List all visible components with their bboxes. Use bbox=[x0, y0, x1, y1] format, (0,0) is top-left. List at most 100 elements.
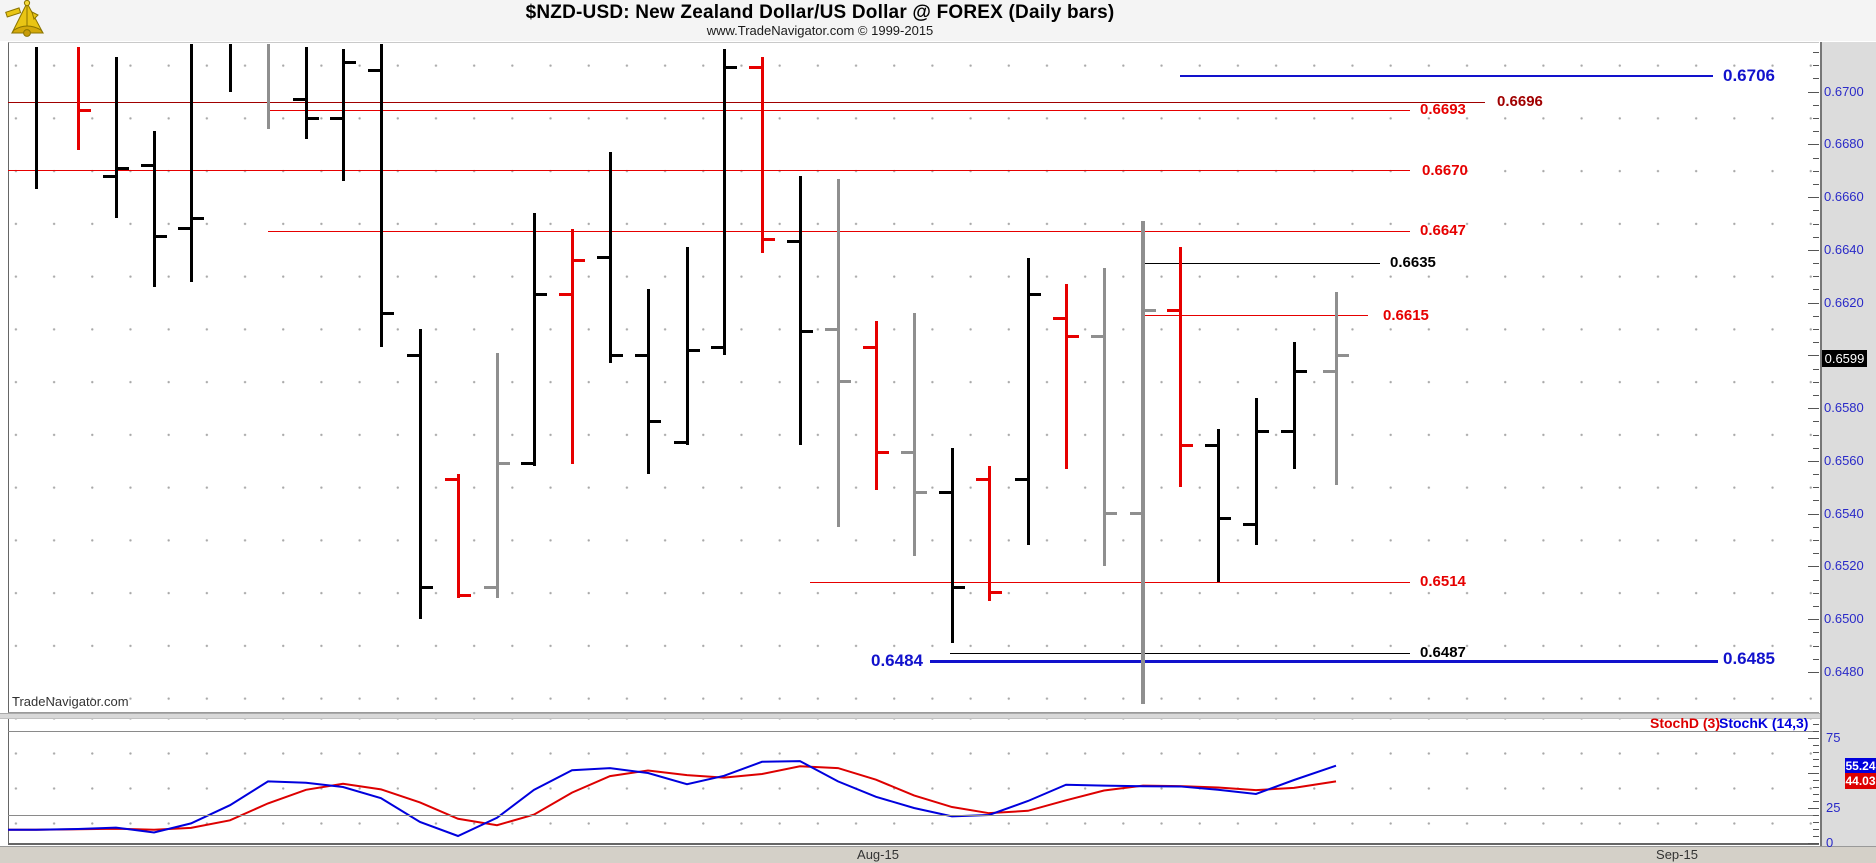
price-bar-close-tick[interactable] bbox=[1143, 309, 1156, 313]
price-bar-close-tick[interactable] bbox=[648, 419, 661, 423]
price-bar-open-tick[interactable] bbox=[141, 164, 154, 167]
price-level-label[interactable]: 0.6484 bbox=[871, 651, 923, 671]
price-bar-close-tick[interactable] bbox=[534, 293, 547, 297]
price-bar-close-tick[interactable] bbox=[1028, 293, 1041, 297]
price-level-line[interactable] bbox=[1143, 262, 1380, 264]
price-level-label[interactable]: 0.6670 bbox=[1422, 161, 1468, 179]
price-level-line[interactable] bbox=[8, 170, 1410, 172]
stochastic-plot[interactable] bbox=[8, 719, 1819, 843]
price-level-label[interactable]: 0.6647 bbox=[1420, 222, 1466, 240]
price-bar[interactable] bbox=[646, 289, 650, 475]
price-bar[interactable] bbox=[912, 313, 916, 556]
price-level-label[interactable]: 0.6485 bbox=[1723, 648, 1775, 668]
price-bar-open-tick[interactable] bbox=[293, 98, 306, 102]
price-bar-open-tick[interactable] bbox=[939, 491, 952, 495]
price-bar[interactable] bbox=[532, 212, 536, 467]
price-bar-open-tick[interactable] bbox=[749, 66, 762, 70]
price-level-label[interactable]: 0.6693 bbox=[1420, 101, 1466, 119]
price-bar-close-tick[interactable] bbox=[687, 348, 700, 352]
price-bar[interactable] bbox=[874, 321, 878, 490]
price-bar-close-tick[interactable] bbox=[1294, 369, 1307, 373]
price-level-line[interactable] bbox=[950, 652, 1410, 654]
price-level-line[interactable] bbox=[810, 581, 1410, 583]
price-bar[interactable] bbox=[1292, 342, 1296, 469]
price-bar-close-tick[interactable] bbox=[1104, 512, 1117, 516]
price-bar-close-tick[interactable] bbox=[420, 586, 433, 589]
price-bar-open-tick[interactable] bbox=[674, 440, 687, 444]
price-bar-open-tick[interactable] bbox=[711, 345, 724, 349]
price-bar-close-tick[interactable] bbox=[838, 380, 851, 384]
price-bar-close-tick[interactable] bbox=[762, 237, 775, 241]
price-bar[interactable] bbox=[1102, 268, 1106, 567]
price-bar-close-tick[interactable] bbox=[1256, 430, 1269, 434]
price-bar[interactable] bbox=[1334, 292, 1338, 485]
price-bar-close-tick[interactable] bbox=[497, 462, 510, 466]
price-level-line[interactable] bbox=[1180, 74, 1713, 77]
price-bar-open-tick[interactable] bbox=[559, 293, 572, 297]
price-bar-close-tick[interactable] bbox=[989, 591, 1002, 595]
price-level-label[interactable]: 0.6696 bbox=[1497, 93, 1543, 111]
price-bar-close-tick[interactable] bbox=[1180, 443, 1193, 447]
price-bar[interactable] bbox=[1178, 247, 1182, 488]
price-bar-close-tick[interactable] bbox=[458, 593, 471, 597]
price-bar-open-tick[interactable] bbox=[1130, 512, 1143, 516]
price-bar[interactable] bbox=[1064, 284, 1068, 469]
price-bar-open-tick[interactable] bbox=[445, 477, 458, 481]
price-bar-open-tick[interactable] bbox=[901, 451, 914, 455]
price-bar[interactable] bbox=[685, 247, 689, 446]
price-bar-open-tick[interactable] bbox=[1205, 443, 1218, 447]
price-bar[interactable] bbox=[304, 46, 308, 140]
price-level-label[interactable]: 0.6514 bbox=[1420, 573, 1466, 591]
price-bar[interactable] bbox=[1216, 429, 1220, 583]
price-level-label[interactable]: 0.6635 bbox=[1390, 254, 1436, 272]
price-bar-open-tick[interactable] bbox=[1015, 477, 1028, 481]
price-level-label[interactable]: 0.6487 bbox=[1420, 644, 1466, 662]
price-bar[interactable] bbox=[418, 329, 422, 620]
price-bar-open-tick[interactable] bbox=[787, 240, 800, 244]
price-bar[interactable] bbox=[570, 228, 574, 464]
price-bar-open-tick[interactable] bbox=[330, 116, 343, 120]
price-bar[interactable] bbox=[1026, 257, 1030, 546]
price-bar-close-tick[interactable] bbox=[572, 258, 585, 262]
price-bar-close-tick[interactable] bbox=[306, 116, 319, 120]
price-bar-close-tick[interactable] bbox=[952, 586, 965, 589]
price-bar[interactable] bbox=[266, 44, 270, 129]
price-bar-close-tick[interactable] bbox=[116, 166, 129, 170]
price-bar-close-tick[interactable] bbox=[154, 235, 167, 239]
price-bar[interactable] bbox=[950, 447, 954, 643]
price-bar-close-tick[interactable] bbox=[1218, 517, 1231, 521]
price-bar[interactable] bbox=[760, 57, 764, 253]
price-bar-open-tick[interactable] bbox=[1053, 316, 1066, 320]
price-bar-close-tick[interactable] bbox=[1336, 353, 1349, 357]
price-bar-open-tick[interactable] bbox=[635, 353, 648, 357]
price-level-label[interactable]: 0.6615 bbox=[1383, 306, 1429, 324]
price-bar-open-tick[interactable] bbox=[1281, 430, 1294, 434]
price-bar-close-tick[interactable] bbox=[876, 451, 889, 455]
price-bar[interactable] bbox=[456, 474, 460, 599]
price-bar-open-tick[interactable] bbox=[484, 586, 497, 589]
price-level-line[interactable] bbox=[268, 109, 1410, 111]
price-bar-open-tick[interactable] bbox=[178, 227, 191, 231]
price-bar[interactable] bbox=[152, 131, 156, 287]
price-bar[interactable] bbox=[34, 46, 38, 190]
price-bar-close-tick[interactable] bbox=[800, 330, 813, 334]
price-bar[interactable] bbox=[228, 44, 232, 92]
price-bar-open-tick[interactable] bbox=[521, 462, 534, 466]
price-bar-close-tick[interactable] bbox=[724, 66, 737, 70]
stoch-d-legend[interactable]: StochD (3) bbox=[1650, 715, 1720, 731]
price-bar-close-tick[interactable] bbox=[343, 61, 356, 65]
price-bar-open-tick[interactable] bbox=[863, 345, 876, 349]
price-bar-close-tick[interactable] bbox=[610, 353, 623, 357]
time-axis[interactable] bbox=[0, 846, 1876, 863]
price-bar[interactable] bbox=[76, 46, 80, 150]
price-bar[interactable] bbox=[1141, 220, 1145, 704]
price-bar[interactable] bbox=[379, 44, 383, 348]
price-axis[interactable] bbox=[1820, 42, 1876, 846]
price-bar-close-tick[interactable] bbox=[78, 108, 91, 112]
price-bar-open-tick[interactable] bbox=[597, 256, 610, 260]
price-bar[interactable] bbox=[798, 176, 802, 446]
price-bar-open-tick[interactable] bbox=[1091, 335, 1104, 339]
stoch-k-legend[interactable]: StochK (14,3) bbox=[1719, 715, 1809, 731]
price-bar-open-tick[interactable] bbox=[368, 69, 381, 73]
price-bar-close-tick[interactable] bbox=[191, 216, 204, 220]
